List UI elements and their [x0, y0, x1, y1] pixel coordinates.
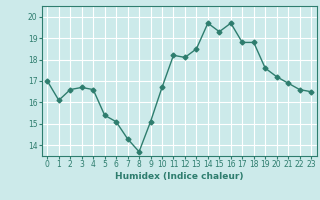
- X-axis label: Humidex (Indice chaleur): Humidex (Indice chaleur): [115, 172, 244, 181]
